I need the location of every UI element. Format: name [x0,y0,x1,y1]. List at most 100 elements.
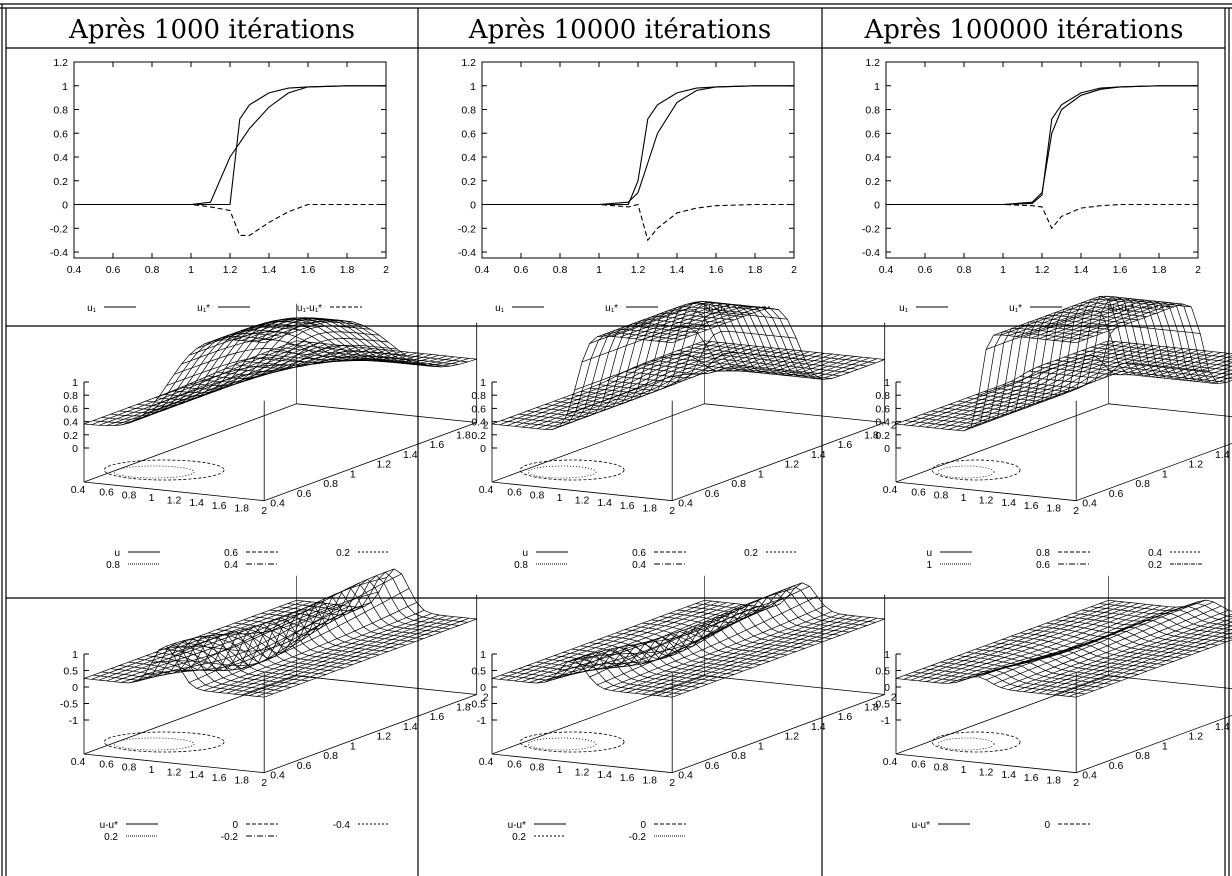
mesh-line [611,301,825,374]
x-tick-label: 0.4 [67,264,82,276]
y-tick-label: 0.4 [678,498,693,510]
z-tick-label: 1 [72,377,78,389]
z-tick-label: 1 [72,649,78,661]
x-tick-label: 1.8 [234,774,249,786]
y-tick-label: 1.2 [784,731,799,743]
mesh-line [98,342,312,426]
legend-label: 0.6 [632,548,646,559]
y-tick-label: 1.2 [1188,731,1203,743]
y-tick-label: 1 [470,81,476,93]
y-tick-label: 0 [62,200,68,212]
z-tick-label: 0 [72,443,78,455]
y-tick-label: -0.2 [458,223,476,235]
legend-label: u [522,548,528,559]
mesh-line [619,611,833,693]
z-tick-label: -0.5 [468,699,486,711]
mesh-line [499,341,713,426]
z-tick-label: 0.6 [63,403,78,415]
z-tick-label: 0.6 [875,403,890,415]
contour-line [103,459,225,481]
x-tick-label: 0.4 [475,264,490,276]
y-tick-label: 1 [350,468,356,480]
mesh-line [1000,601,1214,689]
legend-label: 0 [1044,820,1050,831]
mesh-line [188,573,402,684]
x-tick-label: 1.8 [234,502,249,514]
contour-lines [931,731,1021,753]
z-tick-label: 1 [480,377,486,389]
x-tick-label: 1.6 [301,264,316,276]
z-tick-label: 0 [884,682,890,694]
z-tick-label: -1 [881,715,890,727]
contour-line [527,465,597,479]
legend-label: 0.2 [104,832,118,843]
mesh-line [642,615,855,695]
y-tick-label: 1.6 [838,711,853,723]
legend-label: 0.2 [744,548,758,559]
y-tick-label: -0.4 [862,247,880,259]
x-tick-label: 1.6 [1024,500,1039,512]
mesh-line [940,604,1154,684]
base-plane [895,675,1232,774]
x-tick-label: 0.8 [934,761,949,773]
y-tick-label: 0.6 [1109,488,1124,500]
mesh-line [559,347,773,427]
z-tick-label: 0 [884,443,890,455]
y-tick-label: 0.8 [1135,750,1150,762]
legend-label: u₁ [495,303,505,314]
mesh-line [211,318,425,363]
y-tick-label: 1.4 [403,449,418,461]
contour-line [113,465,195,479]
mesh-line [203,602,417,691]
mesh-line [256,617,470,697]
mesh-line [499,600,713,680]
surface-plot-1: 10.80.60.40.200.4 0.6 0.8 1 1.2 1.4 1.6 1.8 20.4… [63,303,489,571]
z-tick-label: 0.8 [471,390,486,402]
mesh-line [226,614,440,694]
mesh-line [529,344,743,429]
y-tick-label: 1.4 [811,449,826,461]
y-tick-label: 1.6 [430,711,445,723]
mesh-line [574,597,788,661]
z-tick-label: -0.5 [872,699,890,711]
column-header-1: Après 1000 itérations [68,15,355,45]
mesh-line [634,303,848,376]
legend-label: u-u* [100,820,118,831]
y-tick-label: 0.4 [865,152,880,164]
contour-line [519,459,625,481]
z-tick-label: -1 [69,715,78,727]
y-tick-label: 1.2 [461,57,476,69]
y-tick-label: 1 [758,468,764,480]
y-tick-label: 1.2 [376,459,391,471]
mesh-line [121,344,335,426]
mesh-line [1046,300,1232,382]
y-tick-label: -0.2 [862,223,880,235]
base-plane [491,403,885,502]
x-tick-label: 1 [557,492,563,504]
y-tick-label: 0.6 [297,760,312,772]
y-tick-label: 0.8 [1135,478,1150,490]
y-tick-label: 0 [470,200,476,212]
x-tick-label: 1.6 [620,500,635,512]
legend-label: 0.2 [1148,560,1162,571]
mesh-line [1068,302,1232,384]
mesh-line [604,595,818,690]
mesh-line [626,303,840,376]
x-tick-label: 1 [557,764,563,776]
mesh-line [895,340,1109,425]
mesh-line [611,605,825,692]
contour-line [937,465,995,479]
legend-label: u₁-u₁* [297,303,322,314]
legend-label: 1 [926,560,932,571]
x-tick-label: 1.4 [597,769,612,781]
y-tick-label: 1 [874,81,880,93]
mesh-line [948,345,1162,430]
z-tick-label: 0.5 [875,666,890,678]
mesh-line [83,340,297,425]
x-tick-label: 1.8 [1046,774,1061,786]
y-tick-label: 0.4 [270,770,285,782]
legend-label: u₁* [197,303,210,314]
series-line-3 [482,203,794,242]
mesh-line [895,676,1077,698]
mesh-line [589,308,803,372]
